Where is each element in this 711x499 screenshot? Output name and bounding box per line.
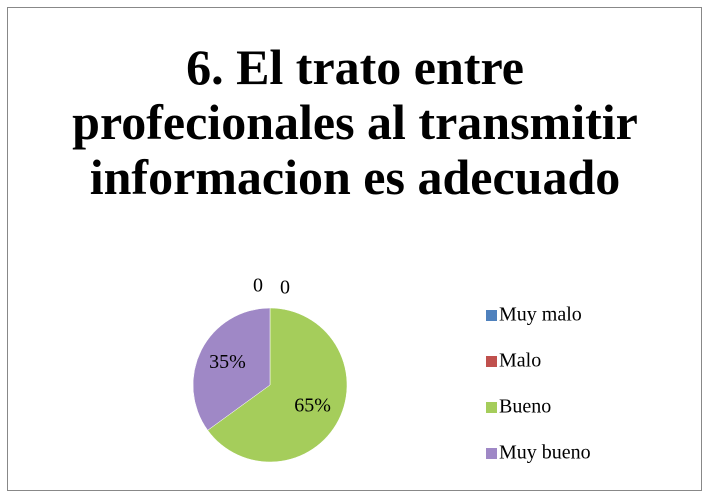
legend-label: Malo bbox=[499, 350, 541, 372]
legend-label: Muy bueno bbox=[499, 442, 591, 464]
data-label: 0 bbox=[280, 277, 290, 299]
legend-swatch bbox=[486, 310, 497, 321]
legend-swatch bbox=[486, 448, 497, 459]
legend-swatch bbox=[486, 356, 497, 367]
legend-label: Muy malo bbox=[499, 304, 582, 326]
chart-title: 6. El trato entre profecionales al trans… bbox=[72, 39, 638, 205]
data-label: 0 bbox=[253, 275, 263, 297]
legend-label: Bueno bbox=[499, 396, 551, 418]
chart-frame bbox=[7, 7, 702, 491]
data-label: 35% bbox=[209, 351, 246, 373]
pie-slice bbox=[207, 307, 348, 463]
data-label: 65% bbox=[294, 394, 331, 416]
legend-swatch bbox=[486, 402, 497, 413]
pie-slice bbox=[192, 307, 271, 431]
